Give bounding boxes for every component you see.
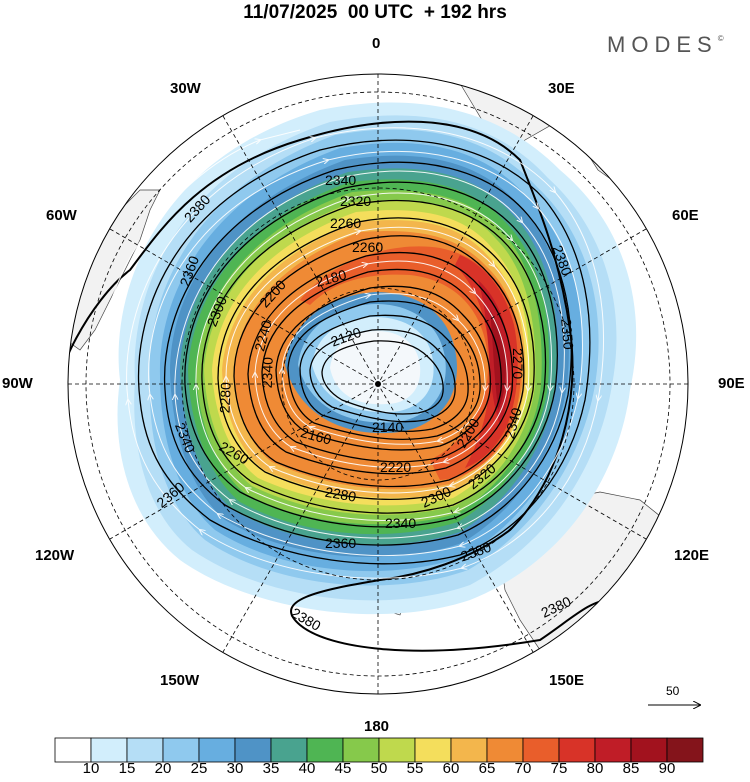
streamline (126, 127, 605, 579)
contour-label: 2340 (325, 172, 356, 188)
lon-label-90e: 90E (718, 375, 745, 392)
contour-label: 2350 (558, 318, 577, 351)
wind-streamlines (94, 127, 665, 579)
wind-scale-label: 50 (666, 684, 680, 698)
lon-label-150e: 150E (549, 672, 585, 689)
colorbar-tick-label: 45 (334, 760, 352, 777)
lon-label-30e: 30E (548, 80, 575, 97)
streamline (94, 129, 301, 421)
lon-label-60e: 60E (672, 207, 699, 224)
lon-label-60w: 60W (46, 207, 77, 224)
contour-label: 2340 (501, 406, 525, 440)
colorbar-swatch (306, 737, 344, 763)
map-title: 11/07/2025 00 UTC + 192 hrs (243, 2, 507, 23)
colorbar-tick-label: 85 (622, 760, 640, 777)
contour-label: 2280 (324, 484, 358, 505)
colorbar-tick-label: 65 (478, 760, 496, 777)
latitude-circle-mid (181, 187, 575, 581)
lon-label-150w: 150W (160, 672, 200, 689)
colorbar-tick-label: 90 (658, 760, 676, 777)
copyright-mark: © (717, 34, 724, 43)
lon-label-120e: 120E (674, 547, 710, 564)
colorbar-swatch (234, 737, 272, 763)
contour-label: 2260 (352, 239, 383, 255)
map-disk (68, 74, 688, 694)
colorbar-tick-label: 10 (82, 760, 100, 777)
colorbar-swatch (414, 737, 452, 763)
contour-label: 2280 (217, 382, 234, 414)
colorbar-tick-label: 60 (442, 760, 460, 777)
south-pole-dot (375, 381, 381, 387)
contour-label: 2140 (372, 419, 403, 435)
colorbar (54, 737, 704, 763)
colorbar-tick-label: 35 (262, 760, 280, 777)
contour-label: 2160 (299, 424, 333, 448)
logo-text: MODES (607, 32, 718, 57)
colorbar-swatch (126, 737, 164, 763)
colorbar-swatch (162, 737, 200, 763)
lon-label-120w: 120W (35, 547, 75, 564)
colorbar-swatch (666, 737, 704, 763)
colorbar-swatch (90, 737, 128, 763)
colorbar-tick-label: 15 (118, 760, 136, 777)
colorbar-tick-label: 70 (514, 760, 532, 777)
colorbar-tick-label: 20 (154, 760, 172, 777)
contour-label: 2360 (325, 535, 356, 551)
colorbar-tick-label: 30 (226, 760, 244, 777)
lon-label-30w: 30W (170, 80, 201, 97)
colorbar-swatch (558, 737, 596, 763)
streamline (609, 219, 665, 451)
contour-label: 2340 (259, 357, 276, 389)
colorbar-tick-label: 50 (370, 760, 388, 777)
colorbar-labels: 10 15 20 25 30 35 40 45 50 55 60 65 70 75 80 85 90 (0, 760, 750, 780)
colorbar-swatch (594, 737, 632, 763)
lon-label-90w: 90W (2, 375, 33, 392)
colorbar-tick-label: 75 (550, 760, 568, 777)
colorbar-swatch (486, 737, 524, 763)
contour-label: 2220 (380, 459, 411, 475)
contour-label: 2260 (330, 215, 361, 231)
colorbar-swatch (198, 737, 236, 763)
colorbar-swatch (270, 737, 308, 763)
modes-logo: MODES© (607, 32, 724, 58)
colorbar-swatch (450, 737, 488, 763)
latitude-circle-outer (85, 91, 671, 677)
contour-label: 2340 (385, 515, 416, 531)
contour-label: 2240 (251, 318, 275, 352)
colorbar-tick-label: 40 (298, 760, 316, 777)
colorbar-tick-label: 80 (586, 760, 604, 777)
latitude-circle-inner (281, 287, 475, 481)
colorbar-swatch (630, 737, 668, 763)
contour-label: 2320 (340, 193, 371, 209)
colorbar-swatch (378, 737, 416, 763)
colorbar-swatch (342, 737, 380, 763)
colorbar-swatch (54, 737, 92, 763)
lon-label-180: 180 (364, 718, 390, 735)
colorbar-tick-label: 25 (190, 760, 208, 777)
colorbar-swatch (522, 737, 560, 763)
lon-label-0: 0 (372, 35, 381, 52)
contour-label: 2270 (510, 348, 526, 379)
map-border (67, 73, 689, 695)
colorbar-tick-label: 55 (406, 760, 424, 777)
contour-label: 2180 (314, 266, 348, 290)
